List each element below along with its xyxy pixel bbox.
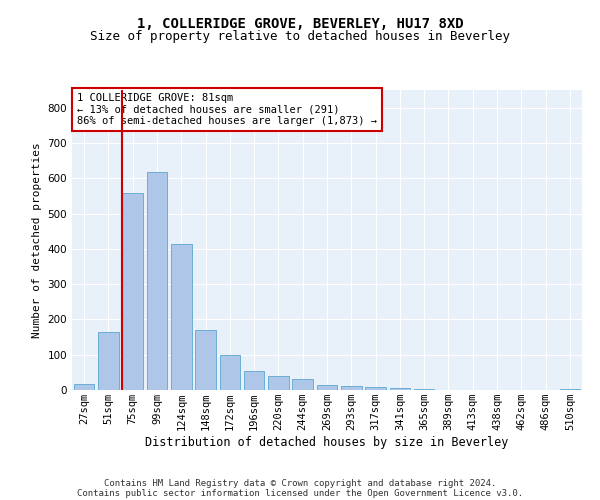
Bar	[244, 372, 265, 390]
Bar	[414, 389, 434, 390]
X-axis label: Distribution of detached houses by size in Beverley: Distribution of detached houses by size …	[145, 436, 509, 449]
Bar	[74, 384, 94, 390]
Bar	[195, 330, 216, 390]
Text: 1, COLLERIDGE GROVE, BEVERLEY, HU17 8XD: 1, COLLERIDGE GROVE, BEVERLEY, HU17 8XD	[137, 18, 463, 32]
Text: 1 COLLERIDGE GROVE: 81sqm
← 13% of detached houses are smaller (291)
86% of semi: 1 COLLERIDGE GROVE: 81sqm ← 13% of detac…	[77, 93, 377, 126]
Bar	[268, 376, 289, 390]
Bar	[389, 388, 410, 390]
Bar	[317, 386, 337, 390]
Bar	[146, 172, 167, 390]
Bar	[98, 332, 119, 390]
Text: Size of property relative to detached houses in Beverley: Size of property relative to detached ho…	[90, 30, 510, 43]
Text: Contains public sector information licensed under the Open Government Licence v3: Contains public sector information licen…	[77, 488, 523, 498]
Bar	[292, 380, 313, 390]
Bar	[365, 387, 386, 390]
Bar	[220, 354, 240, 390]
Bar	[341, 386, 362, 390]
Bar	[171, 244, 191, 390]
Bar	[122, 193, 143, 390]
Text: Contains HM Land Registry data © Crown copyright and database right 2024.: Contains HM Land Registry data © Crown c…	[104, 478, 496, 488]
Bar	[560, 389, 580, 390]
Y-axis label: Number of detached properties: Number of detached properties	[32, 142, 42, 338]
